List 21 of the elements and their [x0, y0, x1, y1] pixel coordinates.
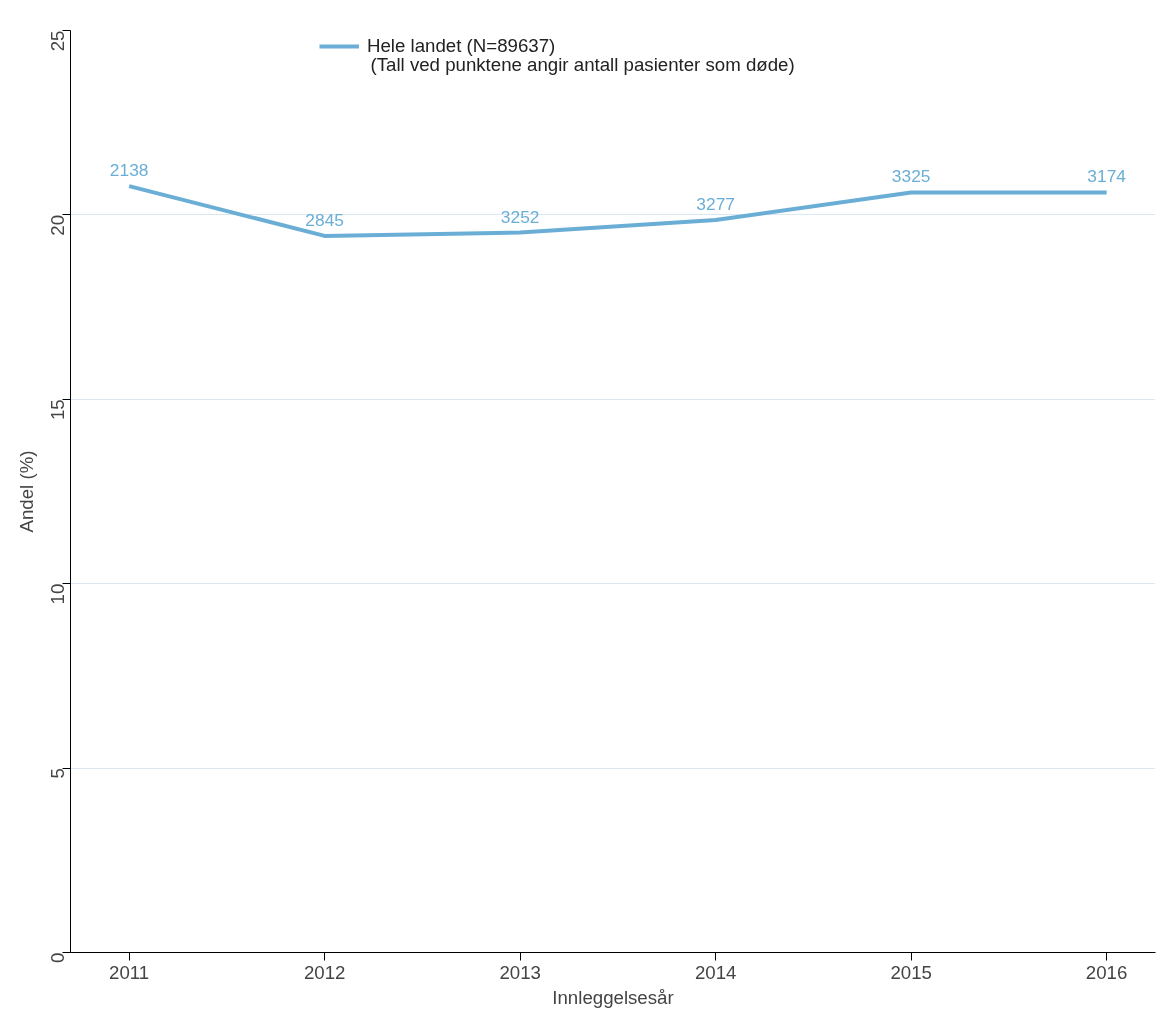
- annotation: 3277: [696, 194, 735, 215]
- annotation: 3174: [1087, 166, 1127, 187]
- y-tick-label: 0: [47, 952, 68, 963]
- y-tick-label: 5: [47, 768, 68, 779]
- x-tick-label: 2013: [499, 961, 541, 983]
- x-tick-label: 2012: [303, 961, 346, 983]
- y-tick-label: 15: [47, 399, 68, 421]
- annotation: 3252: [500, 206, 540, 227]
- y-tick-label: 10: [47, 583, 68, 605]
- legend-label: Hele landet (N=89637): [367, 35, 556, 56]
- annotation: 2138: [109, 160, 149, 181]
- x-tick-label: 2016: [1085, 961, 1128, 983]
- annotation: 2845: [305, 209, 344, 230]
- x-axis-title: Innleggelsesår: [552, 986, 674, 1008]
- y-tick-label: 25: [47, 30, 68, 52]
- annotation: 3325: [891, 166, 931, 187]
- y-axis-title: Andel (%): [15, 450, 37, 533]
- x-tick-label: 2014: [694, 961, 737, 983]
- x-tick-label: 2015: [890, 961, 932, 983]
- y-tick-label: 20: [47, 214, 68, 236]
- x-tick-label: 2011: [109, 961, 150, 983]
